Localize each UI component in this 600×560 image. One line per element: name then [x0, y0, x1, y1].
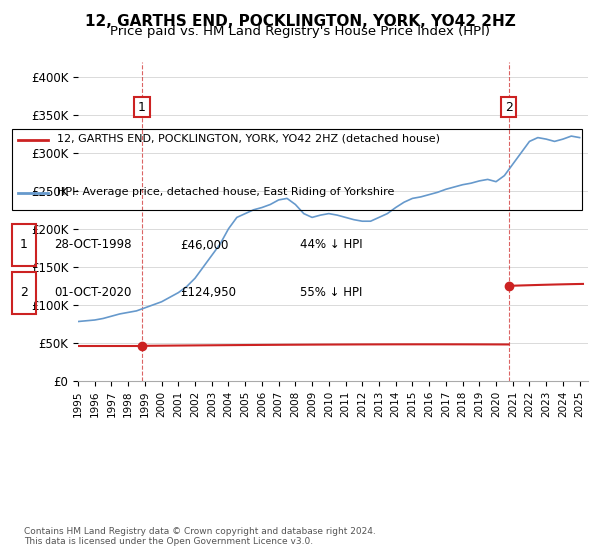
Text: HPI: Average price, detached house, East Riding of Yorkshire: HPI: Average price, detached house, East…	[57, 187, 394, 197]
Text: 1: 1	[20, 239, 28, 251]
Text: 28-OCT-1998: 28-OCT-1998	[54, 239, 131, 251]
Text: 01-OCT-2020: 01-OCT-2020	[54, 286, 131, 299]
Text: 2: 2	[20, 286, 28, 299]
Text: Contains HM Land Registry data © Crown copyright and database right 2024.
This d: Contains HM Land Registry data © Crown c…	[24, 526, 376, 546]
Text: 1: 1	[138, 101, 146, 114]
Text: 12, GARTHS END, POCKLINGTON, YORK, YO42 2HZ: 12, GARTHS END, POCKLINGTON, YORK, YO42 …	[85, 14, 515, 29]
Text: £46,000: £46,000	[180, 239, 229, 251]
Text: £124,950: £124,950	[180, 286, 236, 299]
Text: 44% ↓ HPI: 44% ↓ HPI	[300, 239, 362, 251]
Text: 2: 2	[505, 101, 512, 114]
Text: 12, GARTHS END, POCKLINGTON, YORK, YO42 2HZ (detached house): 12, GARTHS END, POCKLINGTON, YORK, YO42 …	[57, 134, 440, 144]
Text: Price paid vs. HM Land Registry's House Price Index (HPI): Price paid vs. HM Land Registry's House …	[110, 25, 490, 38]
Text: 55% ↓ HPI: 55% ↓ HPI	[300, 286, 362, 299]
